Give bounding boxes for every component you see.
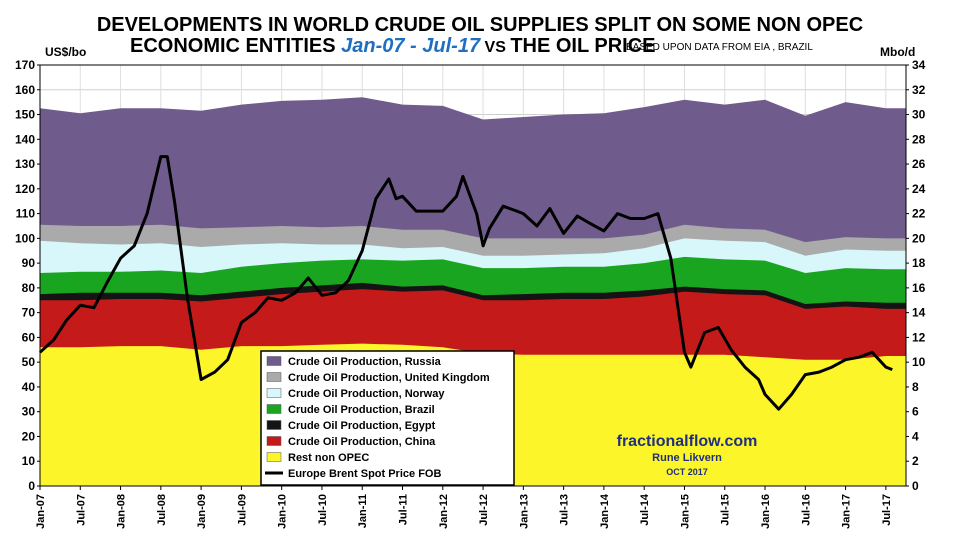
legend-swatch-rest xyxy=(266,452,282,462)
y-left-tick-label: 40 xyxy=(22,380,36,394)
legend-swatch-norway xyxy=(266,388,282,398)
x-tick-label: Jan-11 xyxy=(357,494,369,528)
y-right-tick-label: 10 xyxy=(912,355,926,369)
y-left-tick-label: 170 xyxy=(15,58,35,72)
y-right-tick-label: 12 xyxy=(912,330,926,344)
y-left-tick-label: 160 xyxy=(15,83,35,97)
legend-label: Crude Oil Production, Egypt xyxy=(288,420,436,432)
legend-label: Crude Oil Production, Russia xyxy=(288,356,442,368)
y-left-unit: US$/bo xyxy=(45,45,86,59)
title-line-2-prefix: ECONOMIC ENTITIES xyxy=(130,35,341,57)
x-tick-label: Jan-15 xyxy=(680,494,692,529)
legend-swatch-egypt xyxy=(266,420,282,430)
y-right-tick-label: 14 xyxy=(912,306,926,320)
x-tick-label: Jul-09 xyxy=(236,494,248,526)
legend-label: Crude Oil Production, China xyxy=(288,436,436,448)
legend-label: Crude Oil Production, Brazil xyxy=(288,404,435,416)
legend-label: Crude Oil Production, Norway xyxy=(288,388,445,400)
y-right-tick-label: 34 xyxy=(912,58,926,72)
x-tick-label: Jan-09 xyxy=(196,494,208,529)
y-left-tick-label: 130 xyxy=(15,157,35,171)
y-right-tick-label: 0 xyxy=(912,479,919,493)
y-right-tick-label: 18 xyxy=(912,256,926,270)
legend-swatch-uk xyxy=(266,372,282,382)
y-right-unit: Mbo/d xyxy=(880,45,915,59)
y-left-tick-label: 0 xyxy=(28,479,35,493)
x-tick-label: Jan-07 xyxy=(35,494,47,529)
legend-swatch-china xyxy=(266,436,282,446)
x-tick-label: Jul-10 xyxy=(317,494,329,526)
x-ticks: Jan-07 Jul-07 Jan-08 Jul-08 Jan-09 Jul-09 Jan-… xyxy=(35,486,893,529)
watermark-site: fractionalflow.com xyxy=(617,433,758,450)
x-tick-label: Jan-17 xyxy=(841,494,853,529)
title-source-note: BASED UPON DATA FROM EIA , BRAZIL xyxy=(626,42,813,53)
x-tick-label: Jul-17 xyxy=(881,494,893,526)
y-left-ticks: 0 10 20 30 40 50 60 70 80 90 100 110 120 130 140 150 160… xyxy=(15,58,40,493)
x-tick-label: Jul-16 xyxy=(800,494,812,526)
y-left-tick-label: 150 xyxy=(15,108,35,122)
legend-swatch-russia xyxy=(266,356,282,366)
y-left-tick-label: 110 xyxy=(16,207,36,221)
x-tick-label: Jul-12 xyxy=(478,494,490,526)
watermark-author: Rune Likvern xyxy=(652,452,722,464)
x-tick-label: Jan-16 xyxy=(760,494,772,529)
legend-label: Crude Oil Production, United Kingdom xyxy=(288,372,490,384)
legend-label: Rest non OPEC xyxy=(288,452,369,464)
x-tick-label: Jul-08 xyxy=(156,494,168,526)
x-tick-label: Jan-08 xyxy=(116,494,128,529)
x-tick-label: Jan-14 xyxy=(599,493,611,529)
y-right-tick-label: 6 xyxy=(912,405,919,419)
price-line xyxy=(38,155,893,411)
x-tick-label: Jul-14 xyxy=(639,493,651,526)
y-right-tick-label: 16 xyxy=(912,281,926,295)
y-left-tick-label: 20 xyxy=(22,429,36,443)
plot-frame xyxy=(39,64,907,487)
y-right-tick-label: 22 xyxy=(912,207,926,221)
y-left-tick-label: 90 xyxy=(22,256,36,270)
y-right-tick-label: 32 xyxy=(912,83,926,97)
y-left-tick-label: 50 xyxy=(22,355,36,369)
title-line-2-suffix: THE OIL PRICE xyxy=(510,35,655,57)
x-tick-label: Jan-13 xyxy=(518,494,530,529)
y-left-tick-label: 70 xyxy=(22,306,36,320)
y-right-tick-label: 26 xyxy=(912,157,926,171)
y-left-tick-label: 100 xyxy=(15,231,35,245)
title-line-2-vs: VS xyxy=(480,39,510,56)
x-tick-label: Jul-07 xyxy=(75,494,87,526)
y-left-tick-label: 80 xyxy=(22,281,36,295)
watermark: fractionalflow.com Rune Likvern OCT 2017 xyxy=(617,433,758,477)
y-right-tick-label: 8 xyxy=(912,380,919,394)
x-tick-label: Jan-10 xyxy=(277,494,289,529)
legend: Crude Oil Production, Russia Crude Oil Pr… xyxy=(260,350,515,486)
y-right-tick-label: 20 xyxy=(912,231,926,245)
legend-label: Europe Brent Spot Price FOB xyxy=(288,468,441,480)
title-date-range: Jan-07 - Jul-17 xyxy=(341,35,481,57)
x-tick-label: Jan-12 xyxy=(438,494,450,529)
y-left-tick-label: 10 xyxy=(22,454,36,468)
y-right-tick-label: 30 xyxy=(912,108,926,122)
title-line-2: ECONOMIC ENTITIES Jan-07 - Jul-17 VS THE… xyxy=(130,35,656,57)
y-left-tick-label: 140 xyxy=(15,132,35,146)
y-left-tick-label: 30 xyxy=(22,405,36,419)
x-tick-label: Jul-13 xyxy=(559,494,571,526)
y-left-tick-label: 120 xyxy=(15,182,35,196)
x-tick-label: Jul-11 xyxy=(398,494,410,525)
y-left-tick-label: 60 xyxy=(22,330,36,344)
y-right-tick-label: 28 xyxy=(912,132,926,146)
y-right-tick-label: 4 xyxy=(912,429,919,443)
y-right-tick-label: 24 xyxy=(912,182,926,196)
chart-title: DEVELOPMENTS IN WORLD CRUDE OIL SUPPLIES… xyxy=(97,14,863,57)
y-right-tick-label: 2 xyxy=(912,454,919,468)
legend-box xyxy=(260,350,515,486)
title-line-1: DEVELOPMENTS IN WORLD CRUDE OIL SUPPLIES… xyxy=(97,14,863,36)
x-tick-label: Jul-15 xyxy=(720,494,732,526)
watermark-date: OCT 2017 xyxy=(666,467,708,477)
price-line-layer xyxy=(38,155,893,411)
legend-swatch-brazil xyxy=(266,404,282,414)
